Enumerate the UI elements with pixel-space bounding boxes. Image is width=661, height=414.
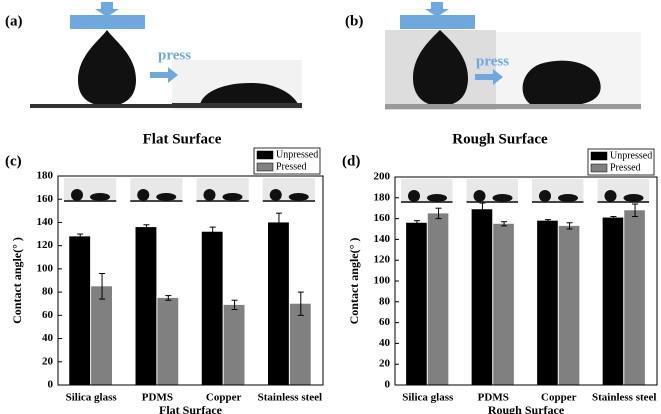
x-tick-label: PDMS xyxy=(478,392,509,404)
x-tick-label: Copper xyxy=(541,392,577,404)
plot-frame xyxy=(394,176,658,386)
thumbnail-drop xyxy=(604,190,617,202)
y-tick-label: 180 xyxy=(374,191,391,203)
y-tick-label: 20 xyxy=(42,355,54,367)
y-axis-label: Contact angle(° ) xyxy=(10,237,24,324)
y-tick-label: 200 xyxy=(374,171,391,183)
bar xyxy=(289,303,311,385)
bar xyxy=(493,223,514,385)
x-tick-label: Stainless steel xyxy=(592,392,656,404)
y-axis-label: Contact angle(° ) xyxy=(347,238,361,325)
bar xyxy=(537,220,558,385)
y-tick-label: 80 xyxy=(42,286,54,298)
panel-label: (d) xyxy=(342,153,360,169)
y-tick-label: 140 xyxy=(37,216,54,228)
panel-label: (b) xyxy=(345,13,363,29)
y-tick-label: 140 xyxy=(374,233,391,245)
y-tick-label: 20 xyxy=(379,358,391,370)
caption: Rough Surface xyxy=(452,131,548,147)
bar xyxy=(624,210,645,385)
legend-swatch xyxy=(256,162,274,172)
x-axis-label: Rough Surface xyxy=(488,403,565,414)
thumbnail-drop xyxy=(427,194,447,202)
plot-frame xyxy=(57,175,324,386)
thumbnail-drop xyxy=(222,193,243,201)
thumbnail-drop xyxy=(288,193,309,201)
thumbnail-drop xyxy=(539,190,551,202)
thumbnail-drop xyxy=(137,189,150,201)
y-tick-label: 80 xyxy=(379,295,391,307)
y-tick-label: 40 xyxy=(42,332,54,344)
arrow-label: press xyxy=(476,53,509,69)
caption: Flat Surface xyxy=(143,131,222,147)
bar xyxy=(602,217,624,385)
legend-label: Unpressed xyxy=(610,150,652,161)
y-tick-label: 60 xyxy=(42,309,54,321)
legend-swatch xyxy=(590,151,608,161)
bar xyxy=(427,213,449,385)
bar xyxy=(201,231,223,385)
thumbnail-drop xyxy=(558,194,578,202)
x-tick-label: Silica glass xyxy=(402,392,454,404)
bar xyxy=(135,227,157,385)
panel-label: (a) xyxy=(5,13,23,29)
thumbnail-drop xyxy=(90,193,110,201)
thumbnail-drop xyxy=(408,190,420,202)
thumbnail-drop xyxy=(623,194,644,202)
y-tick-label: 100 xyxy=(374,275,391,287)
x-tick-label: Copper xyxy=(206,392,242,404)
x-tick-label: Stainless steel xyxy=(258,392,322,404)
legend-swatch xyxy=(256,150,274,160)
panel-label: (c) xyxy=(5,153,22,169)
thumbnail-drop xyxy=(156,193,177,201)
y-tick-label: 40 xyxy=(379,337,391,349)
bar xyxy=(558,225,580,385)
legend-label: Pressed xyxy=(610,162,641,173)
y-tick-label: 100 xyxy=(37,262,54,274)
y-tick-label: 60 xyxy=(379,316,391,328)
x-tick-label: PDMS xyxy=(142,392,173,404)
y-tick-label: 160 xyxy=(37,193,54,205)
legend-label: Pressed xyxy=(276,161,307,172)
legend-label: Unpressed xyxy=(276,149,318,160)
legend-swatch xyxy=(590,163,608,173)
x-tick-label: Silica glass xyxy=(66,392,118,404)
thumbnail-drop xyxy=(203,189,216,201)
thumbnail-drop xyxy=(269,189,282,201)
bar xyxy=(471,209,493,385)
bar xyxy=(69,236,91,385)
y-tick-label: 0 xyxy=(385,379,391,391)
arrow-label: press xyxy=(158,47,191,63)
y-tick-label: 120 xyxy=(374,254,391,266)
photo-flat xyxy=(30,2,305,110)
bar xyxy=(157,297,179,385)
y-tick-label: 0 xyxy=(48,379,54,391)
bar xyxy=(91,286,112,385)
photo-rough xyxy=(385,2,641,110)
thumbnail-drop xyxy=(473,190,486,202)
x-axis-label: Flat Surface xyxy=(159,403,223,414)
bar xyxy=(406,222,427,385)
y-tick-label: 160 xyxy=(374,212,391,224)
bar xyxy=(223,304,245,385)
y-tick-label: 180 xyxy=(37,170,54,182)
y-tick-label: 120 xyxy=(37,239,54,251)
thumbnail-drop xyxy=(492,194,513,202)
thumbnail-drop xyxy=(71,189,83,201)
bar xyxy=(268,222,289,385)
